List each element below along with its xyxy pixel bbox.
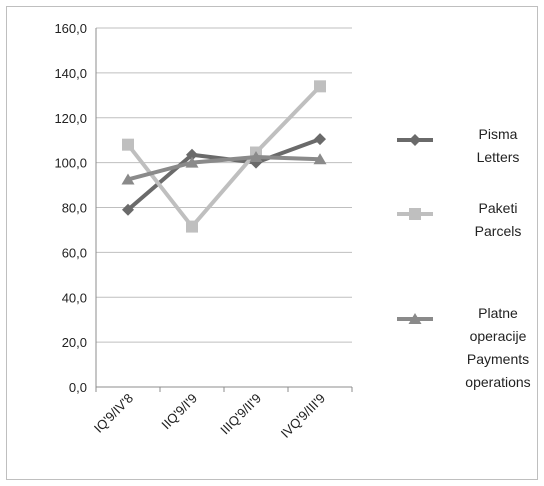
gridlines [96, 27, 352, 343]
data-point [122, 203, 134, 216]
data-point [186, 148, 198, 161]
data-point [314, 133, 326, 146]
series-line [126, 137, 321, 212]
legend-item-2: Paketi Parcels [397, 200, 521, 239]
series-3 [121, 151, 327, 185]
legend-label: operacije [470, 328, 527, 344]
data-point [313, 153, 327, 165]
data-point [122, 138, 134, 151]
legend-label: operations [465, 374, 530, 390]
data-point [121, 173, 135, 185]
data-point [409, 208, 421, 220]
data-point [409, 134, 421, 146]
legend: Pisma Letters Paketi Parcels Platne operacije… [397, 126, 531, 390]
y-tick-label: 60,0 [62, 245, 87, 260]
data-point [408, 313, 422, 324]
legend-label: Payments [467, 351, 529, 367]
y-tick-label: 160,0 [54, 21, 87, 36]
legend-label: Paketi [479, 200, 518, 216]
legend-label: Parcels [475, 223, 522, 239]
y-tick-label: 120,0 [54, 111, 87, 126]
legend-label: Platne [478, 305, 518, 321]
x-tick-label: IIIQ'9/II'9 [217, 391, 264, 438]
legend-label: Letters [477, 149, 520, 165]
x-tick-label: IIQ'9/I'9 [158, 391, 200, 433]
data-point [185, 156, 199, 168]
y-tick-label: 20,0 [62, 335, 87, 350]
series-line [126, 84, 322, 229]
x-axis-ticks: IQ'9/IV'8 IIQ'9/I'9 IIIQ'9/II'9 IVQ'9/III'9 [91, 391, 328, 441]
legend-item-3: Platne operacije Payments operations [397, 305, 531, 390]
x-tick-label: IQ'9/IV'8 [91, 391, 136, 436]
y-axis-ticks: 0,0 20,0 40,0 60,0 80,0 100,0 120,0 140,0 160,0 [54, 21, 87, 395]
legend-label: Pisma [479, 126, 518, 142]
series-line [127, 155, 321, 182]
y-tick-label: 40,0 [62, 290, 87, 305]
y-tick-label: 100,0 [54, 156, 87, 171]
axes [95, 28, 353, 392]
data-point [186, 220, 198, 233]
y-tick-label: 0,0 [69, 380, 87, 395]
chart-frame [6, 6, 538, 480]
series-group [121, 80, 327, 233]
data-point [314, 80, 326, 93]
data-point [249, 151, 263, 163]
y-tick-label: 80,0 [62, 201, 87, 216]
x-tick-label: IVQ'9/III'9 [278, 391, 328, 441]
y-tick-label: 140,0 [54, 66, 87, 81]
legend-item-1: Pisma Letters [397, 126, 519, 165]
